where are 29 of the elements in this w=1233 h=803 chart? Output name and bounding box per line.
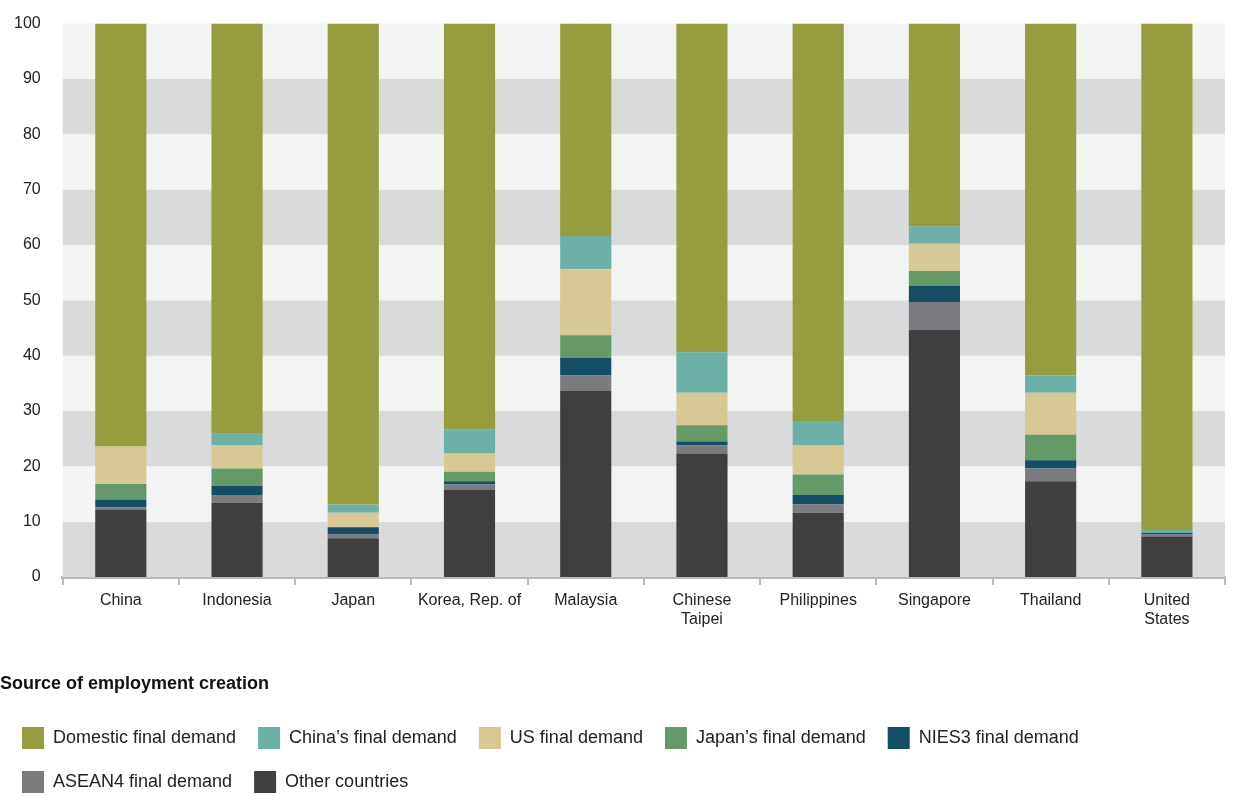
y-tick-label: 60 [22, 235, 41, 253]
legend-label: Japan’s final demand [695, 726, 866, 747]
x-tick-label: Singapore [897, 591, 971, 609]
y-tick-label: 0 [31, 567, 41, 585]
legend-label: US final demand [509, 726, 643, 747]
x-tick-label: Chinese Taipei [672, 591, 732, 628]
y-tick-label: 90 [22, 69, 41, 87]
legend-label: China’s final demand [289, 726, 457, 747]
legend-title: Source of employment creation [0, 673, 270, 694]
x-tick-label: Korea, Rep. of [417, 591, 522, 609]
legend-label: Other countries [285, 770, 409, 791]
y-tick-label: 100 [13, 14, 41, 32]
y-tick-label: 10 [22, 512, 41, 530]
y-tick-label: 50 [22, 290, 41, 308]
y-tick-label: 20 [22, 456, 41, 474]
x-tick-label: China [99, 591, 142, 609]
y-tick-label: 80 [22, 124, 41, 142]
y-tick-label: 70 [22, 180, 41, 198]
legend-label: NIES3 final demand [918, 726, 1079, 747]
y-tick-label: 30 [22, 401, 41, 419]
x-tick-label: Thailand [1019, 591, 1082, 609]
y-tick-label: 40 [22, 346, 41, 364]
x-tick-label: United States [1143, 591, 1191, 628]
legend-label: Domestic final demand [53, 726, 237, 747]
x-tick-label: Malaysia [554, 591, 618, 609]
x-tick-label: Philippines [779, 591, 857, 609]
legend-label: ASEAN4 final demand [53, 770, 233, 791]
x-tick-label: Indonesia [202, 591, 272, 609]
x-tick-label: Japan [331, 591, 376, 609]
